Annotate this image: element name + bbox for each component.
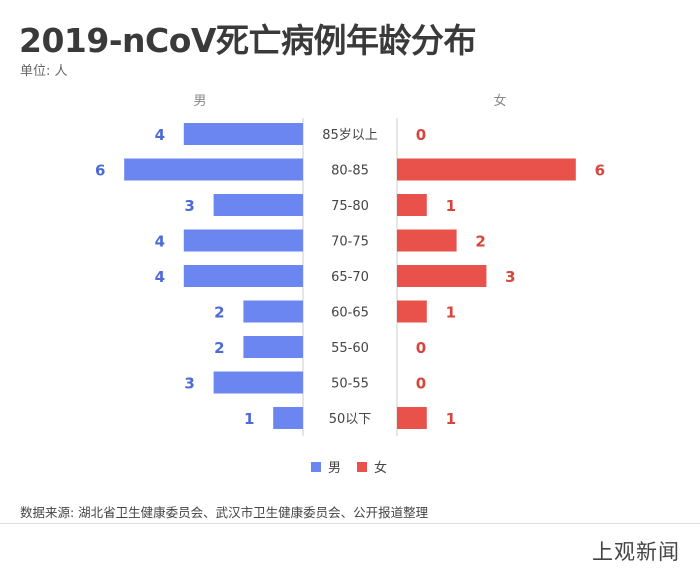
female-bar — [397, 158, 576, 181]
male-value-label: 2 — [214, 339, 224, 357]
female-value-label: 0 — [416, 126, 426, 144]
male-value-label: 4 — [155, 233, 165, 251]
category-label: 80-85 — [331, 164, 369, 179]
male-value-label: 6 — [95, 162, 105, 180]
chart-title: 2019-nCoV死亡病例年龄分布 — [19, 21, 476, 60]
male-bar — [183, 265, 303, 287]
male-value-label: 4 — [155, 268, 165, 286]
male-bar — [213, 371, 303, 394]
female-bar — [397, 300, 427, 323]
male-bar — [213, 194, 303, 216]
female-value-label: 0 — [416, 375, 426, 393]
legend-female-label: 女 — [374, 460, 387, 476]
brand-logo: 上观新闻 — [592, 540, 680, 564]
female-value-label: 6 — [595, 162, 605, 180]
female-bar — [397, 407, 427, 429]
male-bar — [273, 407, 303, 429]
category-label: 50以下 — [329, 412, 372, 427]
female-value-label: 0 — [416, 339, 426, 357]
female-value-label: 1 — [446, 410, 456, 428]
female-bar — [397, 265, 487, 287]
divider — [0, 523, 700, 524]
male-value-label: 3 — [184, 197, 194, 215]
male-value-label: 2 — [214, 304, 224, 322]
female-value-label: 3 — [505, 268, 515, 286]
category-label: 65-70 — [331, 270, 369, 285]
male-bar — [183, 229, 303, 252]
male-bar — [243, 300, 303, 323]
female-column-header: 女 — [493, 93, 506, 109]
male-bar — [124, 158, 303, 181]
female-bar — [397, 194, 427, 216]
legend-male-label: 男 — [328, 461, 341, 476]
female-value-label: 2 — [475, 233, 485, 251]
category-label: 50-55 — [331, 377, 369, 392]
male-bar — [243, 336, 303, 358]
male-value-label: 4 — [155, 126, 165, 144]
data-source: 数据来源: 湖北省卫生健康委员会、武汉市卫生健康委员会、公开报道整理 — [20, 505, 429, 520]
female-value-label: 1 — [446, 304, 456, 322]
legend-female-swatch — [357, 462, 367, 472]
female-bar — [397, 229, 457, 252]
male-value-label: 3 — [184, 375, 194, 393]
male-value-label: 1 — [244, 410, 254, 428]
male-bar — [183, 123, 303, 145]
category-label: 70-75 — [331, 235, 369, 250]
legend-male-swatch — [311, 462, 321, 472]
female-value-label: 1 — [446, 197, 456, 215]
category-label: 85岁以上 — [322, 128, 378, 143]
category-label: 75-80 — [331, 199, 369, 214]
category-label: 55-60 — [331, 341, 369, 356]
unit-label: 单位: 人 — [20, 64, 68, 79]
pyramid-chart: 男女85岁以上4 080-856 675-803 170-754 265-704 360-… — [95, 93, 605, 476]
male-column-header: 男 — [193, 94, 206, 109]
category-label: 60-65 — [331, 306, 369, 321]
